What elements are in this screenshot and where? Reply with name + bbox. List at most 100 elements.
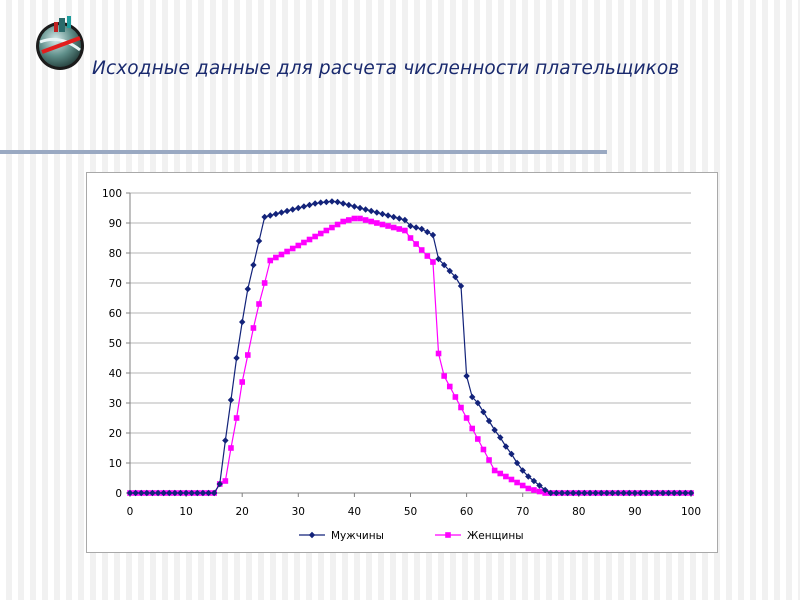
data-point-men <box>267 212 274 219</box>
data-point-men <box>654 489 661 497</box>
data-point-women <box>301 239 307 246</box>
y-tick-label: 20 <box>109 428 122 440</box>
data-point-men <box>463 372 470 380</box>
data-point-men <box>598 489 605 497</box>
x-tick-label: 0 <box>127 506 134 518</box>
data-point-men <box>177 489 184 497</box>
data-point-men <box>469 393 476 401</box>
data-point-women <box>323 227 330 234</box>
data-point-men <box>390 213 397 221</box>
data-point-women <box>284 248 290 255</box>
data-point-men <box>491 426 498 434</box>
series-men <box>126 198 695 497</box>
data-point-women <box>435 350 442 357</box>
data-point-women <box>278 251 285 258</box>
legend: Мужчины Женщины <box>299 530 524 542</box>
data-point-women <box>267 257 274 264</box>
data-point-women <box>317 230 324 237</box>
legend-item-men: Мужчины <box>299 530 384 542</box>
data-point-men <box>255 237 263 245</box>
data-point-women <box>289 245 296 252</box>
x-tick-label: 10 <box>179 506 192 518</box>
data-point-women <box>430 259 436 265</box>
x-tick-label: 40 <box>348 506 361 518</box>
data-point-men <box>222 437 229 444</box>
data-point-women <box>463 415 470 421</box>
data-point-men <box>452 273 459 281</box>
data-point-women <box>222 478 229 484</box>
data-point-men <box>502 443 510 450</box>
data-point-men <box>497 434 504 441</box>
data-point-men <box>283 207 291 215</box>
data-point-men <box>227 396 235 404</box>
data-point-men <box>480 408 487 416</box>
data-point-men <box>682 489 689 497</box>
data-point-men <box>396 215 403 222</box>
data-point-women <box>480 446 487 453</box>
x-tick-label: 80 <box>572 506 585 518</box>
data-point-men <box>614 489 622 497</box>
data-point-women <box>424 253 431 259</box>
data-point-men <box>317 199 324 206</box>
data-point-women <box>329 224 335 231</box>
chart-container: 0 10 20 30 40 50 60 70 80 90 100 0 10 20 30 40 50 60 70 80… <box>86 172 718 553</box>
x-tick-label: 60 <box>460 506 473 518</box>
y-tick-label: 50 <box>109 338 122 350</box>
data-point-men <box>648 489 655 497</box>
data-point-women <box>503 473 509 480</box>
data-point-men <box>642 489 650 497</box>
data-point-men <box>143 489 151 497</box>
data-point-men <box>216 480 223 488</box>
x-tick-label: 50 <box>404 506 417 518</box>
data-point-men <box>620 489 627 497</box>
data-point-men <box>345 201 352 209</box>
data-point-women <box>340 218 346 225</box>
data-point-men <box>272 210 280 218</box>
data-point-women <box>374 220 380 226</box>
data-point-men <box>351 203 358 210</box>
series-line-men <box>130 200 691 494</box>
data-point-men <box>676 489 683 497</box>
y-axis-ticks: 0 10 20 30 40 50 60 70 80 90 100 <box>102 188 122 500</box>
data-point-men <box>665 489 672 497</box>
data-point-men <box>182 489 190 497</box>
data-point-women <box>469 425 476 432</box>
y-tick-label: 0 <box>115 488 122 500</box>
data-point-women <box>446 383 453 390</box>
data-point-men <box>194 489 201 497</box>
data-point-women <box>418 247 425 253</box>
x-axis-ticks: 0 10 20 30 40 50 60 70 80 90 100 <box>127 506 701 518</box>
data-point-men <box>261 213 268 221</box>
data-point-women <box>261 280 268 286</box>
data-point-men <box>205 489 212 497</box>
data-point-women <box>256 301 262 307</box>
data-point-men <box>541 486 549 494</box>
data-point-women <box>228 445 234 451</box>
data-point-women <box>475 436 481 442</box>
data-point-women <box>245 352 251 358</box>
data-point-men <box>457 282 465 290</box>
data-point-men <box>323 198 330 206</box>
x-tick-label: 20 <box>236 506 249 518</box>
data-point-men <box>553 489 560 497</box>
data-point-women <box>491 467 498 474</box>
data-point-men <box>300 203 308 210</box>
logo-emblem-icon <box>30 14 90 72</box>
data-point-men <box>166 489 173 497</box>
data-point-women <box>390 224 397 231</box>
y-tick-label: 100 <box>102 188 122 200</box>
legend-marker-men <box>308 531 316 539</box>
y-tick-label: 60 <box>109 308 122 320</box>
data-point-men <box>440 261 448 269</box>
y-tick-label: 70 <box>109 278 122 290</box>
data-point-men <box>418 225 425 233</box>
data-point-men <box>188 489 195 497</box>
data-point-women <box>385 223 391 229</box>
data-point-women <box>273 254 279 261</box>
data-point-men <box>631 489 639 497</box>
data-point-women <box>508 476 515 483</box>
data-point-men <box>160 489 167 497</box>
data-point-men <box>446 267 453 275</box>
series-line-women <box>130 217 691 494</box>
data-point-women <box>486 457 492 463</box>
